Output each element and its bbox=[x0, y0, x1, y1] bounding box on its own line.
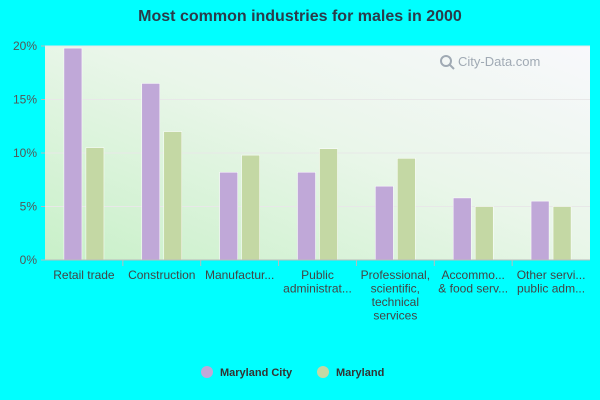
magnifier-icon bbox=[440, 55, 455, 70]
x-category-label: Other servi... public adm... bbox=[517, 268, 586, 296]
x-category-label: Retail trade bbox=[53, 268, 115, 282]
y-tick-label: 10% bbox=[13, 146, 37, 160]
y-tick-label: 0% bbox=[20, 253, 38, 267]
bars bbox=[63, 47, 572, 261]
legend: Maryland City Maryland bbox=[201, 366, 384, 379]
y-tick-label: 20% bbox=[13, 39, 37, 53]
x-axis-labels: Retail trade Construction Manufactur... Pub… bbox=[53, 260, 585, 323]
y-tick-label: 5% bbox=[20, 200, 38, 214]
x-category-label: Public administrat... bbox=[283, 268, 352, 296]
legend-swatch bbox=[317, 366, 329, 378]
watermark: City-Data.com bbox=[440, 54, 540, 70]
bar-maryland[interactable] bbox=[241, 154, 260, 261]
watermark-text: City-Data.com bbox=[458, 54, 540, 69]
bar-maryland-city[interactable] bbox=[297, 172, 316, 261]
bar-maryland[interactable] bbox=[397, 158, 416, 261]
x-category-label: Accommo... & food serv... bbox=[438, 268, 508, 296]
bar-maryland[interactable] bbox=[319, 148, 338, 261]
y-axis-ticks: 0% 5% 10% 15% 20% bbox=[13, 39, 45, 267]
bar-maryland-city[interactable] bbox=[219, 172, 238, 261]
x-category-label: Construction bbox=[128, 268, 195, 282]
chart-title: Most common industries for males in 2000 bbox=[138, 8, 462, 25]
legend-swatch bbox=[201, 366, 213, 378]
x-category-label: Professional, scientific, technical service… bbox=[361, 268, 430, 323]
bar-maryland[interactable] bbox=[163, 131, 183, 261]
legend-label: Maryland City bbox=[220, 367, 293, 379]
legend-label: Maryland bbox=[336, 367, 384, 379]
bar-maryland-city[interactable] bbox=[63, 47, 83, 261]
bar-maryland-city[interactable] bbox=[530, 200, 550, 261]
bar-maryland-city[interactable] bbox=[452, 197, 472, 261]
grid-lines bbox=[45, 45, 590, 207]
bar-maryland-city[interactable] bbox=[141, 83, 161, 261]
bar-maryland[interactable] bbox=[474, 206, 494, 261]
bar-maryland[interactable] bbox=[552, 206, 572, 261]
x-category-label: Manufactur... bbox=[205, 268, 274, 282]
bar-maryland[interactable] bbox=[85, 147, 105, 261]
y-tick-label: 15% bbox=[13, 93, 37, 107]
bar-maryland-city[interactable] bbox=[375, 185, 394, 261]
